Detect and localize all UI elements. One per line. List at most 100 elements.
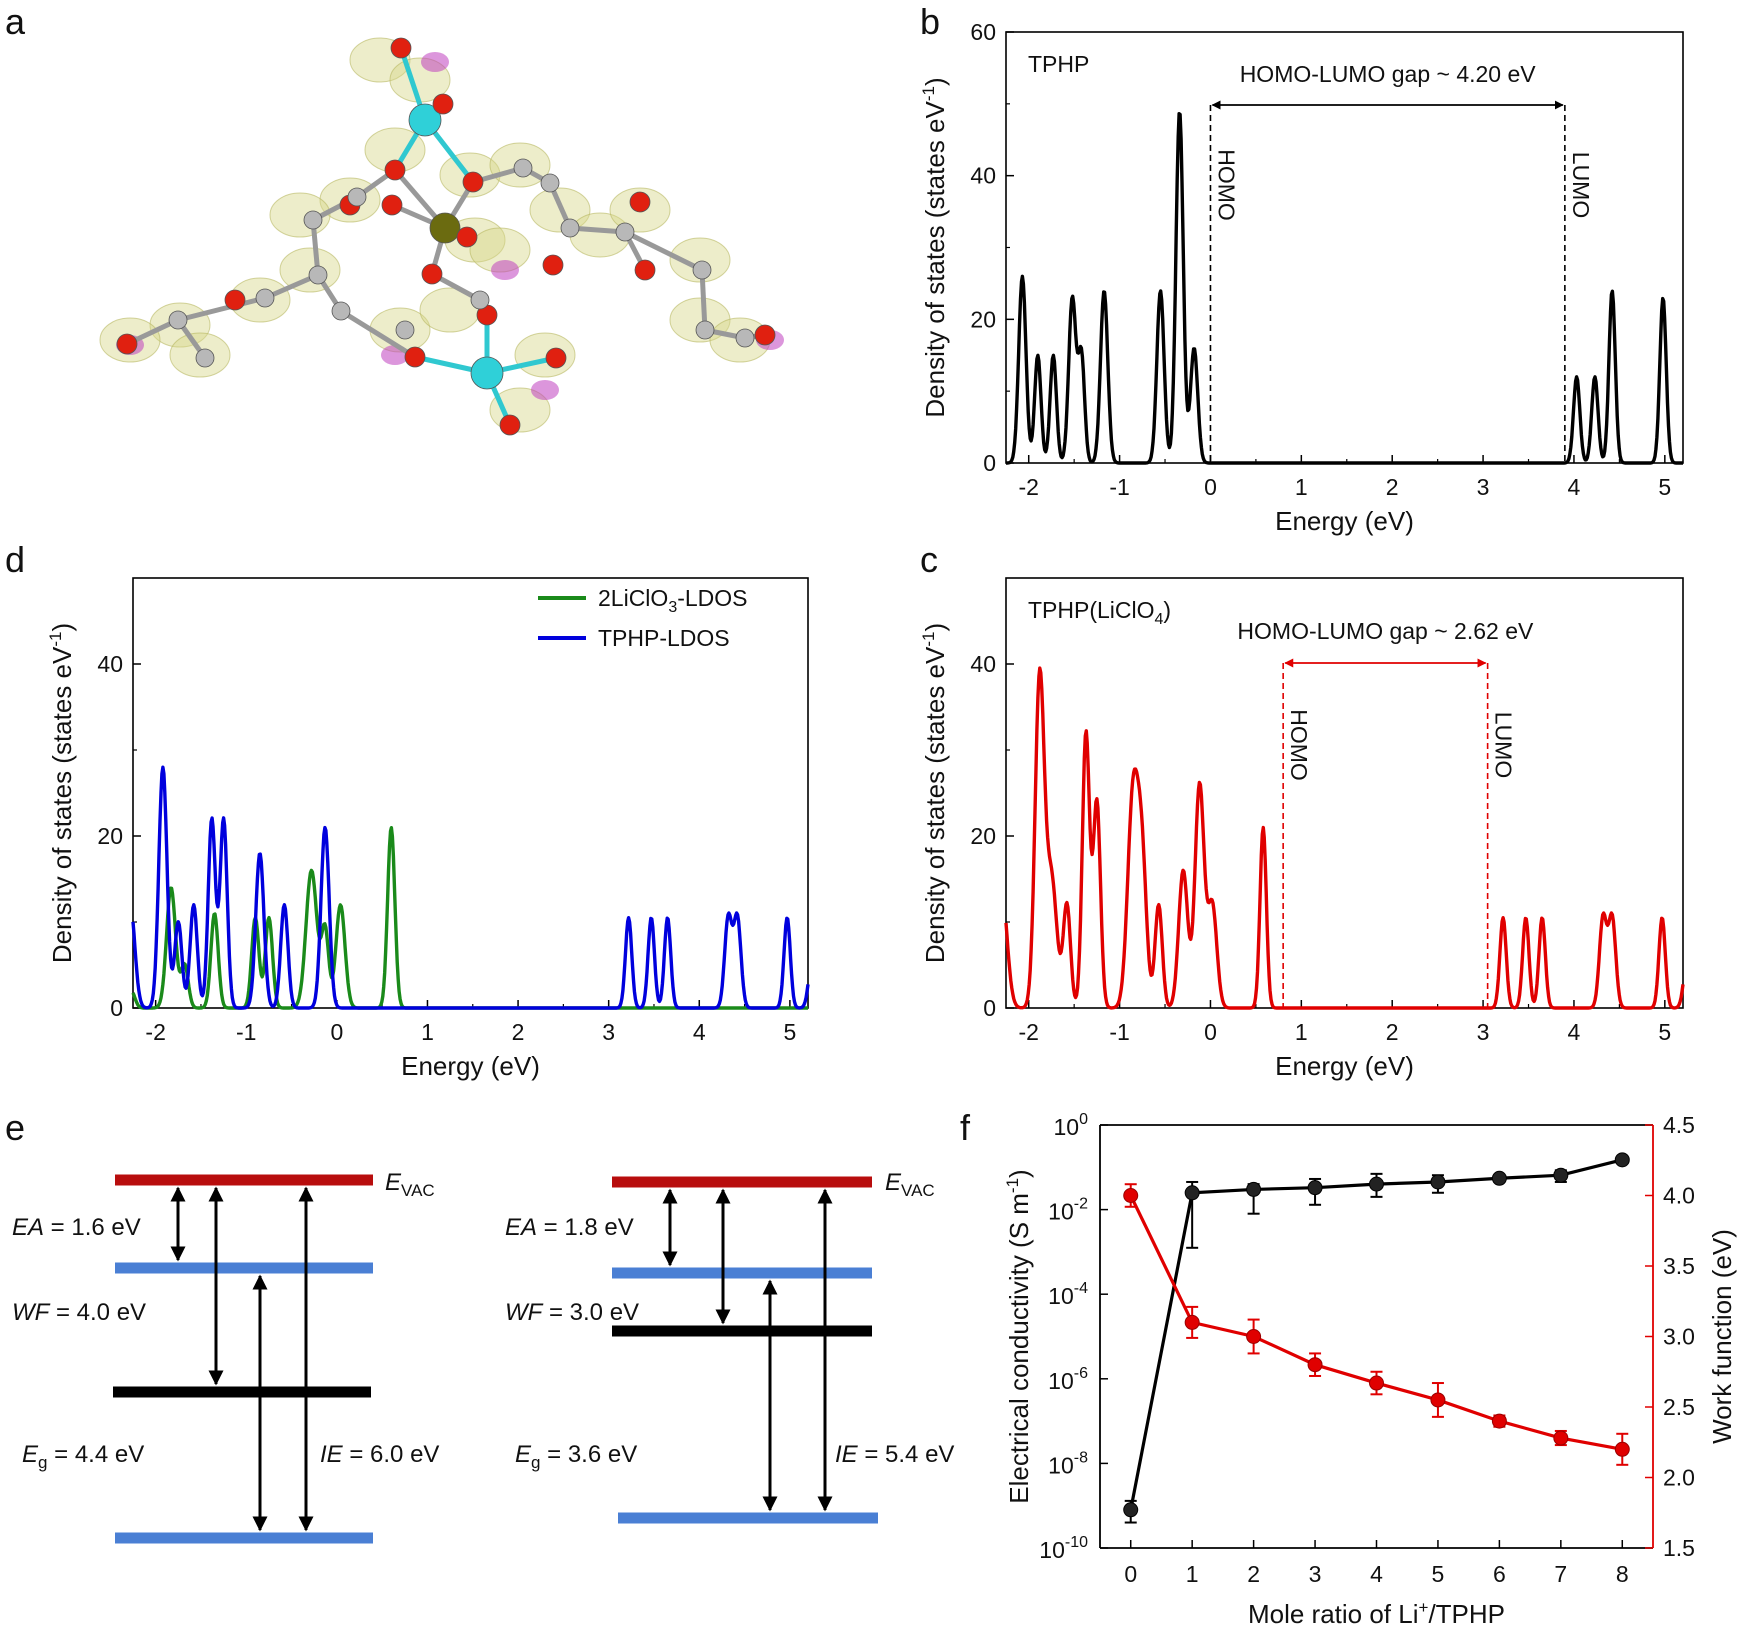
legend-label-0: 2LiClO3-LDOS	[598, 585, 748, 616]
x-tick-label: -1	[1109, 474, 1129, 500]
x-tick-label: -2	[1018, 1019, 1038, 1045]
x-tick-label: 8	[1616, 1561, 1629, 1587]
molecule-illustration	[99, 37, 784, 436]
oxygen-atom	[754, 324, 776, 346]
oxygen-atom	[224, 289, 246, 311]
x-tick-label: 4	[1568, 1019, 1581, 1045]
panel-letter-e: e	[5, 1107, 25, 1148]
eg-label-left: Eg = 4.4 eV	[22, 1441, 144, 1472]
energy-level-diagram: EVAC EA = 1.6 eV WF = 4.0 eV Eg = 4.4 eV…	[12, 1169, 954, 1544]
right-y-tick-label: 2.0	[1663, 1465, 1695, 1491]
y-axis-label: Density of states (states eV-1)	[919, 623, 950, 963]
conductivity-point	[1369, 1176, 1384, 1192]
bond	[699, 269, 708, 331]
conductivity-point	[1491, 1170, 1507, 1186]
oxygen-atom	[384, 159, 406, 181]
ea-label-right: EA = 1.8 eV	[505, 1214, 634, 1241]
evac-label-left: EVAC	[385, 1169, 435, 1200]
y-axis-label: Density of states (states eV-1)	[46, 623, 77, 963]
bond	[177, 295, 266, 323]
right-y-tick-label: 3.0	[1663, 1324, 1695, 1350]
charge-depletion-isosurface	[531, 380, 559, 400]
x-tick-label: 1	[421, 1019, 434, 1045]
left-y-tick-label: 10-8	[1048, 1449, 1088, 1478]
carbon-atom	[540, 173, 560, 193]
x-tick-label: 0	[1204, 1019, 1217, 1045]
bond	[339, 308, 417, 360]
oxygen-atom	[404, 346, 426, 368]
workfunction-point	[1430, 1392, 1446, 1408]
carbon-atom	[695, 320, 715, 340]
carbon-atom	[692, 260, 712, 280]
conductivity-point	[1307, 1180, 1323, 1196]
y-tick-label: 20	[97, 823, 123, 849]
panel-letter-b: b	[920, 1, 940, 42]
series-line-0	[1005, 112, 1684, 465]
workfunction-point	[1184, 1314, 1200, 1330]
oxygen-atom	[634, 259, 656, 281]
series-line-0	[1004, 666, 1685, 1010]
x-tick-label: 2	[1386, 1019, 1399, 1045]
oxygen-atom	[432, 93, 454, 115]
left-y-tick-label: 10-6	[1048, 1365, 1088, 1394]
workfunction-point	[1123, 1188, 1139, 1203]
conductivity-point	[1123, 1502, 1139, 1518]
carbon-atom	[615, 222, 635, 242]
charge-density-isosurface	[514, 332, 576, 378]
carbon-atom	[195, 348, 215, 368]
conductivity-point	[1614, 1152, 1630, 1168]
y-tick-label: 0	[983, 995, 996, 1021]
carbon-atom	[513, 158, 533, 178]
x-tick-label: 2	[1247, 1561, 1260, 1587]
x-tick-label: 0	[330, 1019, 343, 1045]
x-tick-label: 7	[1554, 1561, 1567, 1587]
bond	[264, 272, 319, 301]
left-y-tick-label: 10-10	[1039, 1534, 1088, 1563]
carbon-atom	[395, 320, 415, 340]
oxygen-atom	[456, 226, 478, 248]
conductivity-line	[1129, 1158, 1623, 1511]
phosphorus-atom	[429, 212, 461, 244]
oxygen-atom	[499, 414, 521, 436]
lumo-label: LUMO	[1491, 712, 1517, 778]
oxygen-atom	[381, 194, 403, 216]
conductivity-point	[1184, 1185, 1200, 1201]
left-y-axis-label: Electrical conductivity (S m-1)	[1003, 1169, 1034, 1503]
ie-label-right: IE = 5.4 eV	[835, 1441, 954, 1468]
x-tick-label: 4	[1568, 474, 1581, 500]
dos-chart-d: -2 -1 0 1 2 3 4 5 0 20 40 Energy (eV) Density of sta…	[46, 577, 810, 1081]
x-tick-label: 2	[512, 1019, 525, 1045]
x-axis-label: Energy (eV)	[1275, 1051, 1414, 1081]
x-tick-label: 3	[1477, 474, 1490, 500]
homo-label: HOMO	[1213, 149, 1239, 221]
ie-label-left: IE = 6.0 eV	[320, 1441, 439, 1468]
panel-letter-a: a	[5, 1, 26, 42]
evac-label-right: EVAC	[885, 1169, 935, 1200]
x-tick-label: 3	[1477, 1019, 1490, 1045]
x-tick-label: 1	[1295, 474, 1308, 500]
right-y-axis-label: Work function (eV)	[1707, 1229, 1737, 1444]
panel-letter-d: d	[5, 539, 25, 580]
oxygen-atom	[421, 263, 443, 285]
y-tick-label: 40	[970, 163, 996, 189]
chart-label: TPHP(LiClO4)	[1028, 597, 1171, 628]
x-tick-label: -1	[1109, 1019, 1129, 1045]
carbon-atom	[560, 218, 580, 238]
conductivity-workfunction-chart: 0 1 2 3 4 5 6 7 8 10-10 10-8 10-6 10-4 10-2 100 1.5 2.0 2…	[1003, 1111, 1737, 1629]
y-tick-label: 40	[970, 651, 996, 677]
x-tick-label: 1	[1186, 1561, 1199, 1587]
workfunction-point	[1553, 1430, 1569, 1446]
carbon-atom	[255, 288, 275, 308]
oxygen-atom	[462, 171, 484, 193]
dos-chart-b: -2 -1 0 1 2 3 4 5 0 20 40 60 Energy (eV) Density of s…	[919, 19, 1684, 536]
carbon-atom	[168, 310, 188, 330]
y-tick-label: 40	[97, 651, 123, 677]
carbon-atom	[303, 210, 323, 230]
lumo-label: LUMO	[1568, 152, 1594, 218]
lithium-atom	[408, 103, 442, 137]
plot-frame	[1005, 31, 1684, 464]
carbon-atom	[470, 290, 490, 310]
conductivity-point	[1430, 1174, 1446, 1190]
ea-label-left: EA = 1.6 eV	[12, 1214, 141, 1241]
